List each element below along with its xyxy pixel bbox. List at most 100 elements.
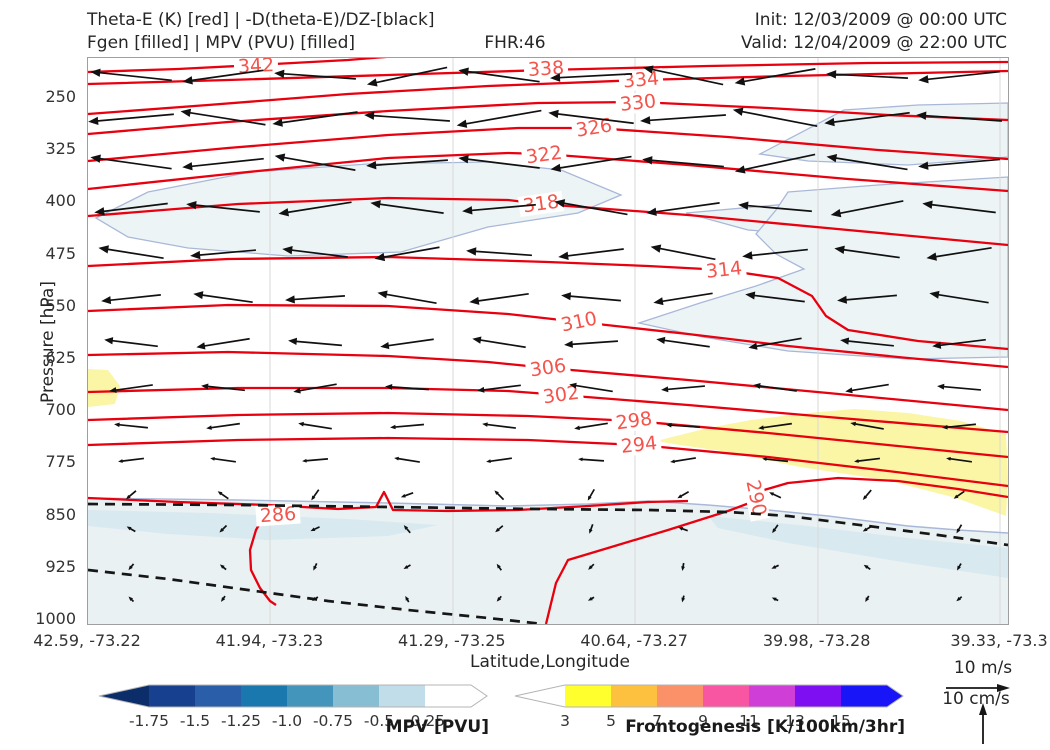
title-line-2: Fgen [filled] | MPV (PVU) [filled]	[87, 33, 356, 53]
x-tick: 40.64, -73.27	[580, 631, 688, 650]
wind-arrow	[587, 596, 595, 601]
x-tick: 39.33, -73.3	[950, 631, 1048, 650]
wind-arrow	[748, 337, 802, 350]
contour-label: 322	[520, 142, 568, 168]
wind-arrow	[653, 292, 713, 306]
wind-arrow	[496, 563, 502, 571]
wind-arrow	[90, 68, 172, 82]
wind-arrow	[394, 456, 420, 463]
theta-e-contour	[88, 69, 1008, 116]
wind-arrow	[922, 200, 996, 214]
wind-arrow	[834, 245, 900, 259]
wind-arrow	[298, 421, 332, 430]
wind-arrow	[274, 69, 356, 80]
wind-arrow	[745, 291, 805, 303]
wind-arrow	[128, 596, 135, 603]
wind-vectors	[88, 65, 1002, 603]
colorbar-tick: 9	[698, 712, 708, 730]
wind-arrow	[217, 491, 229, 500]
svg-text:334: 334	[622, 67, 660, 92]
wind-arrow	[953, 490, 965, 499]
wind-arrow	[458, 67, 540, 83]
wind-arrow	[380, 338, 434, 350]
wind-arrow	[311, 489, 320, 501]
wind-arrow	[128, 563, 135, 571]
wind-arrow	[824, 111, 910, 127]
theta-e-contour	[88, 386, 1008, 434]
colorbar-tick: -0.5	[364, 712, 394, 730]
x-axis-label: Latitude,Longitude	[470, 652, 630, 672]
contour-label: 314	[701, 257, 747, 283]
wind-arrow	[826, 70, 908, 79]
svg-text:342: 342	[237, 58, 274, 78]
wind-arrow	[670, 457, 696, 464]
theta-e-contour	[248, 515, 277, 606]
wind-arrow	[956, 596, 963, 602]
contour-label: 310	[555, 307, 603, 337]
wind-arrow	[282, 246, 348, 258]
wind-arrow	[918, 70, 1000, 84]
wind-arrow	[403, 564, 411, 569]
theta-e-contour	[88, 411, 1008, 459]
wind-arrow	[946, 456, 972, 463]
colorbar-tick: 3	[560, 712, 570, 730]
wind-arrow	[574, 422, 608, 431]
wind-arrow	[550, 155, 632, 172]
wind-arrow	[956, 524, 963, 534]
wind-arrow	[201, 383, 245, 392]
wind-arrow	[738, 201, 812, 213]
wind-arrow	[403, 525, 411, 534]
colorbar-tick: 13	[785, 712, 805, 730]
frontogenesis-region	[656, 409, 1008, 516]
horizontal-arrow-icon	[946, 684, 1010, 692]
mpv-colorbar: -1.75 -1.5 -1.25 -1.0 -0.75 -0.5 -0.25	[98, 684, 488, 730]
valid-time: Valid: 12/04/2009 @ 22:00 UTC	[741, 33, 1007, 53]
wind-arrow	[272, 111, 358, 127]
wind-arrow	[937, 383, 981, 391]
wind-arrow	[312, 596, 319, 602]
wind-arrow	[466, 247, 532, 257]
wind-arrow	[494, 490, 505, 501]
wind-arrow	[642, 65, 724, 86]
wind-arrow	[564, 340, 618, 348]
wind-arrow	[929, 290, 989, 304]
mpv-region	[636, 176, 1008, 360]
wind-arrow	[462, 203, 536, 215]
colorbar-tick: -1.25	[221, 712, 261, 730]
colorbar-tick: 5	[606, 712, 616, 730]
wind-arrow	[548, 109, 634, 125]
wind-arrow	[646, 202, 720, 216]
wind-arrow	[94, 202, 168, 216]
wind-arrow	[366, 66, 448, 87]
wind-arrow	[293, 383, 337, 394]
wind-arrow	[957, 563, 962, 571]
wind-arrow	[101, 294, 161, 305]
theta-e-contour	[88, 350, 1008, 412]
wind-arrow	[182, 69, 264, 85]
svg-text:294: 294	[620, 432, 658, 458]
wind-arrow	[916, 111, 1002, 122]
svg-text:310: 310	[559, 307, 599, 336]
wind-arrow	[186, 201, 260, 213]
wind-arrow	[558, 248, 624, 260]
wind-arrow	[942, 423, 976, 430]
wind-arrow	[400, 491, 414, 498]
wind-arrow	[302, 458, 329, 463]
wind-arrow	[98, 245, 164, 260]
wind-arrow	[678, 527, 688, 532]
contour-label: 294	[616, 432, 662, 458]
x-tick: 41.29, -73.25	[398, 631, 506, 650]
wind-arrow	[104, 337, 158, 348]
y-axis-label: Pressure [hPa]	[38, 281, 58, 403]
colorbar-tick: -1.5	[180, 712, 210, 730]
wind-arrow	[405, 595, 410, 603]
wind-arrow	[734, 68, 816, 86]
svg-text:306: 306	[529, 355, 568, 382]
contour-label: 302	[537, 382, 585, 408]
wind-arrow	[681, 562, 685, 571]
wind-arrow	[274, 153, 356, 171]
wind-arrow	[385, 384, 430, 391]
wind-arrow	[196, 337, 250, 350]
wind-arrow	[90, 154, 172, 170]
y-tick: 775	[45, 452, 76, 472]
